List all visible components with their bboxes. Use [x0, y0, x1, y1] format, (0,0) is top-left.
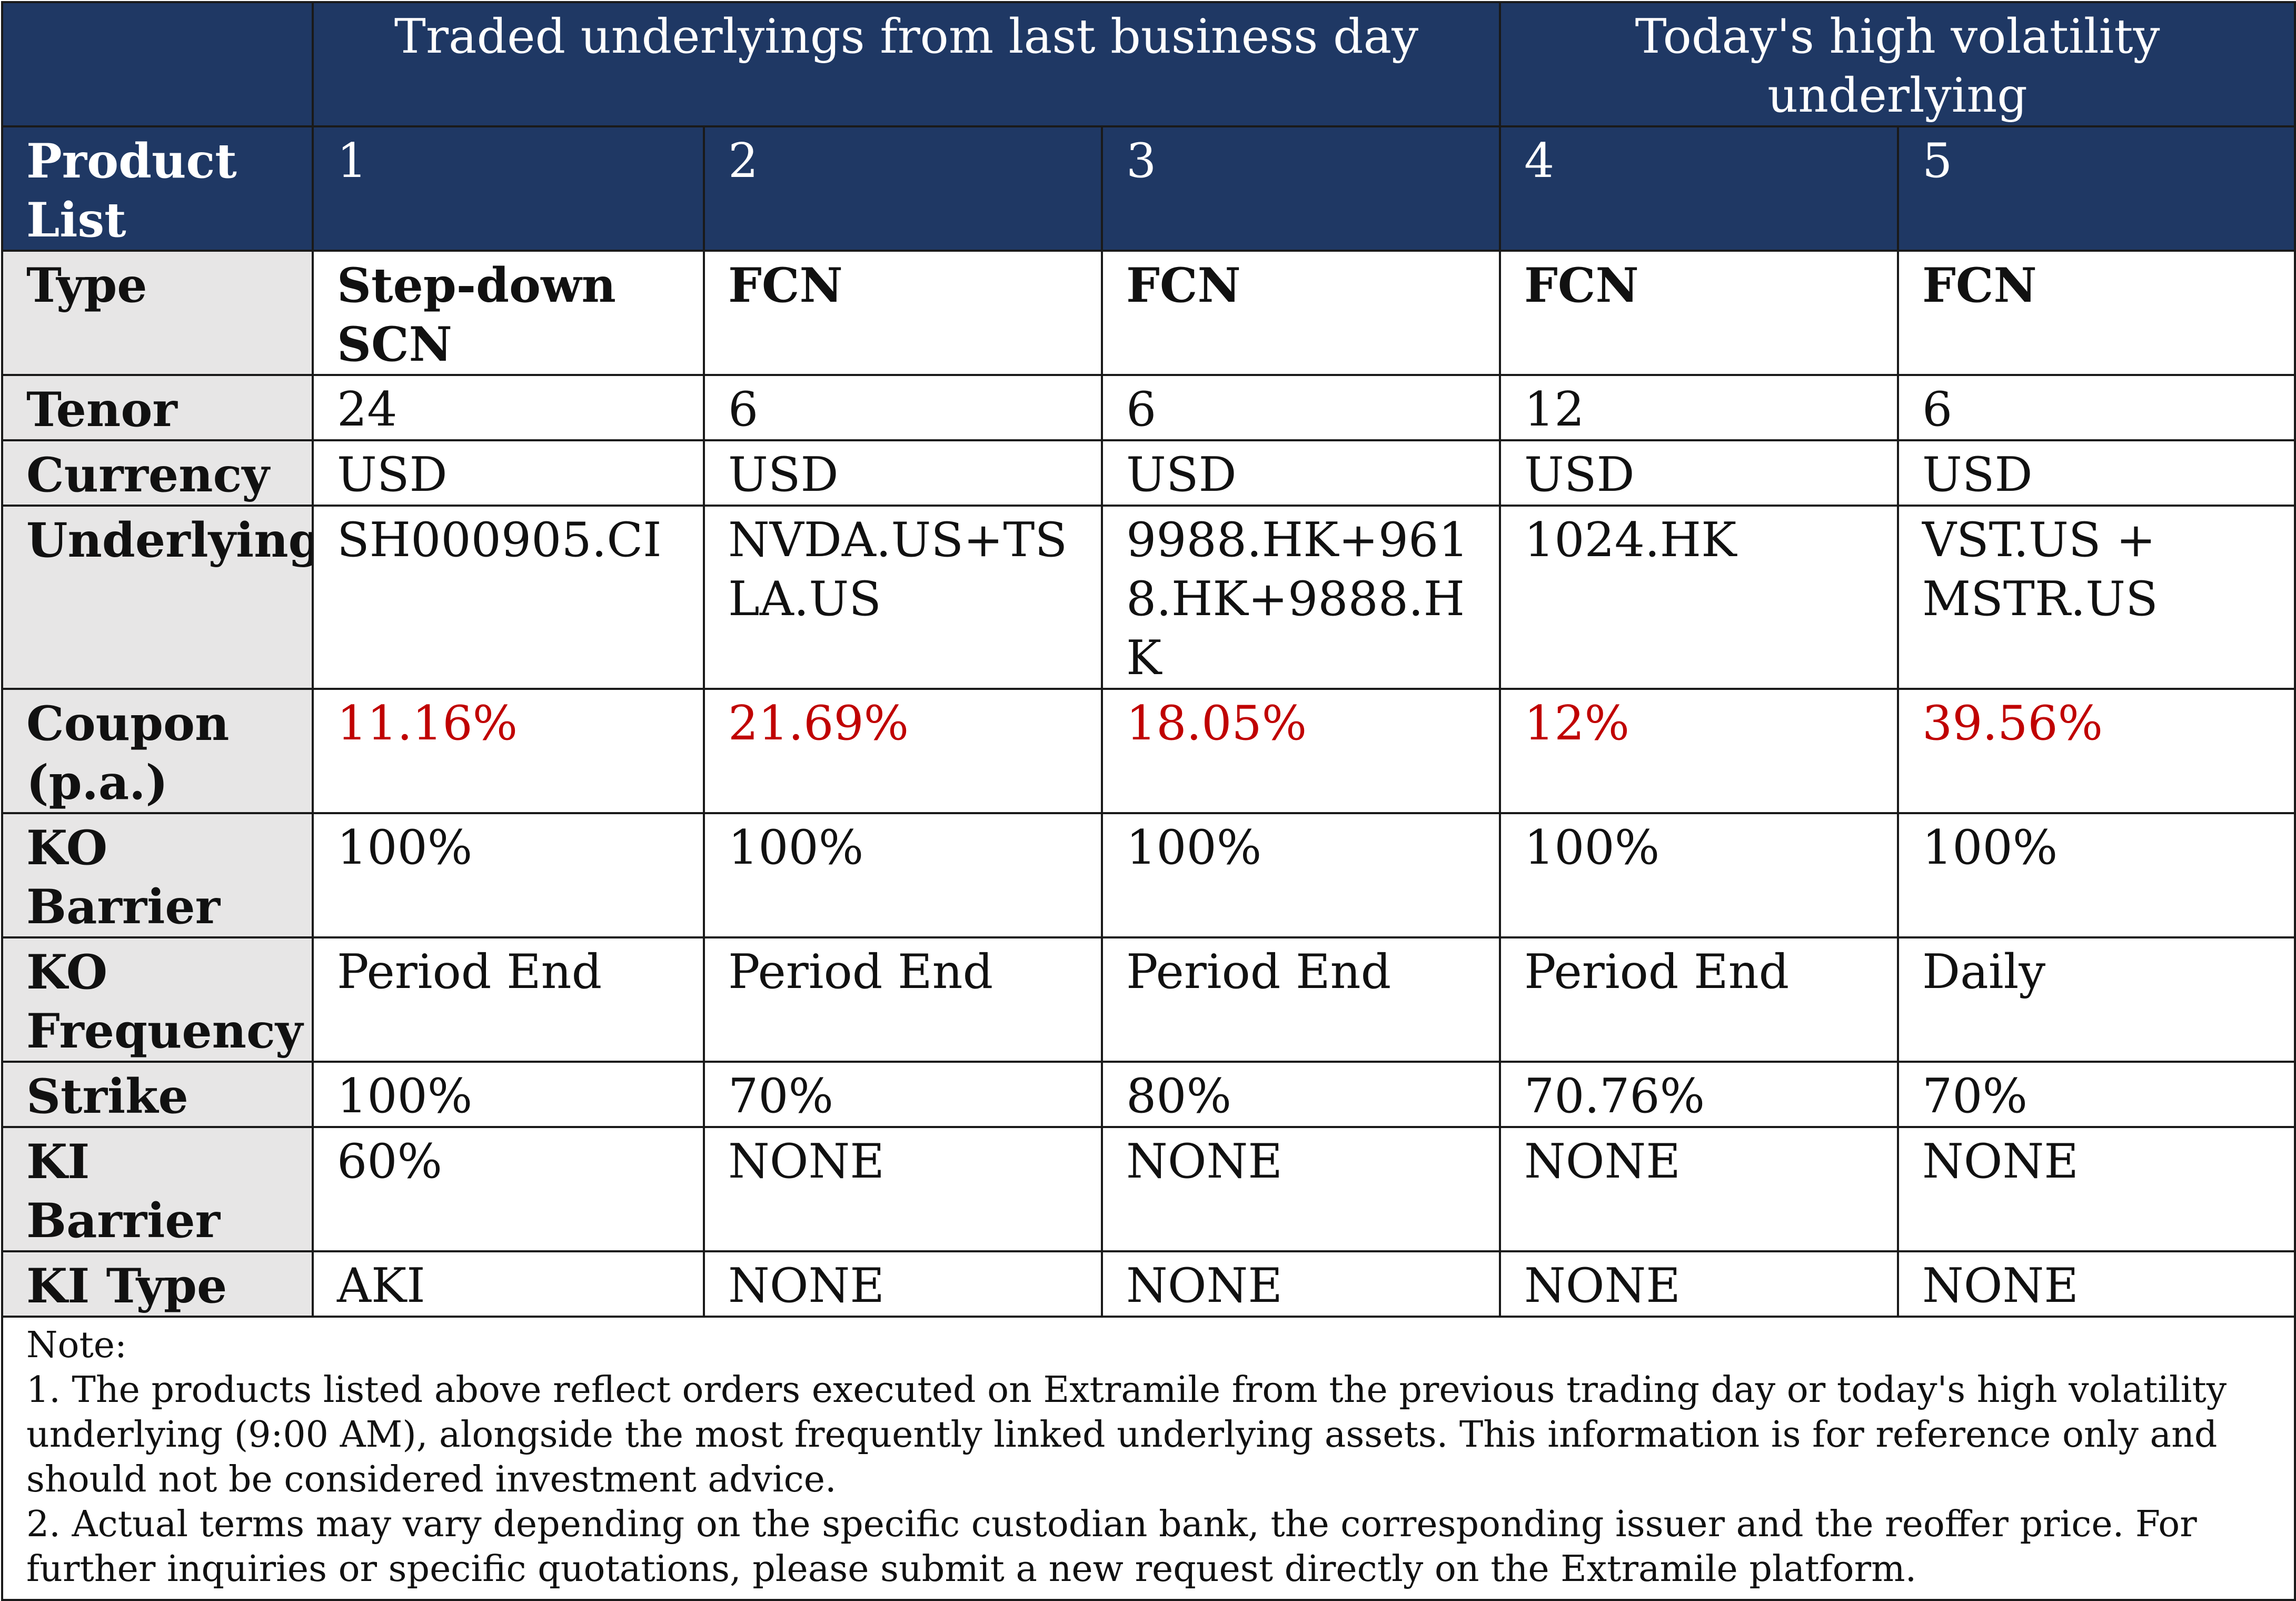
underlying-cell-1: SH000905.CI: [312, 505, 705, 690]
ko-frequency-cell-5: Daily: [1897, 936, 2296, 1063]
ko-frequency-cell-1: Period End: [312, 936, 705, 1063]
row-label-tenor: Tenor: [1, 374, 314, 441]
ki-type-cell-1: AKI: [312, 1250, 705, 1318]
ki-barrier-cell-1: 60%: [312, 1126, 705, 1252]
ki-type-cell-4: NONE: [1499, 1250, 1900, 1318]
coupon-cell-1: 11.16%: [312, 688, 705, 814]
currency-cell-2: USD: [703, 439, 1103, 507]
note-item-1: 1. The products listed above reflect ord…: [26, 1369, 2227, 1500]
tenor-cell-5: 6: [1897, 374, 2296, 441]
header-group-traded: Traded underlyings from last business da…: [311, 1, 1502, 127]
coupon-cell-2: 21.69%: [703, 688, 1103, 814]
tenor-cell-2: 6: [703, 374, 1103, 441]
row-label-ko-frequency: KO Frequency: [1, 936, 314, 1063]
strike-cell-1: 100%: [312, 1061, 705, 1128]
ko-barrier-cell-5: 100%: [1897, 812, 2296, 938]
ko-frequency-cell-3: Period End: [1100, 936, 1502, 1063]
row-ki-type: KI Type AKI NONE NONE NONE NONE: [1, 1250, 2296, 1318]
note-item-2: 2. Actual terms may vary depending on th…: [26, 1504, 2197, 1590]
ki-barrier-cell-4: NONE: [1499, 1126, 1900, 1252]
notes-row: Note: 1. The products listed above refle…: [1, 1316, 2296, 1601]
row-label-currency: Currency: [1, 439, 314, 507]
row-ko-barrier: KO Barrier 100% 100% 100% 100% 100%: [1, 812, 2296, 938]
strike-cell-4: 70.76%: [1499, 1061, 1900, 1128]
row-label-ki-type: KI Type: [1, 1250, 314, 1318]
notes-title: Note:: [26, 1325, 127, 1366]
currency-cell-3: USD: [1100, 439, 1502, 507]
row-label-coupon: Coupon (p.a.): [1, 688, 314, 814]
row-ko-frequency: KO Frequency Period End Period End Perio…: [1, 936, 2296, 1063]
product-number-3: 3: [1100, 125, 1502, 252]
underlying-cell-4: 1024.HK: [1499, 505, 1900, 690]
header-group-high-volatility: Today's high volatility underlying: [1499, 1, 2296, 127]
ki-barrier-cell-5: NONE: [1897, 1126, 2296, 1252]
product-number-4: 4: [1499, 125, 1900, 252]
underlying-cell-2: NVDA.US+TSLA.US: [703, 505, 1103, 690]
row-currency: Currency USD USD USD USD USD: [1, 439, 2296, 507]
row-label-ki-barrier: KI Barrier: [1, 1126, 314, 1252]
coupon-cell-4: 12%: [1499, 688, 1900, 814]
row-coupon: Coupon (p.a.) 11.16% 21.69% 18.05% 12% 3…: [1, 688, 2296, 814]
header-product-list-row: Product List 1 2 3 4 5: [1, 125, 2296, 252]
header-group-row: Traded underlyings from last business da…: [1, 1, 2296, 127]
tenor-cell-1: 24: [312, 374, 705, 441]
strike-cell-3: 80%: [1100, 1061, 1502, 1128]
ko-barrier-cell-1: 100%: [312, 812, 705, 938]
ko-barrier-cell-4: 100%: [1499, 812, 1900, 938]
type-cell-3: FCN: [1100, 250, 1502, 376]
strike-cell-2: 70%: [703, 1061, 1103, 1128]
ki-barrier-cell-3: NONE: [1100, 1126, 1502, 1252]
ki-type-cell-5: NONE: [1897, 1250, 2296, 1318]
row-label-strike: Strike: [1, 1061, 314, 1128]
product-number-5: 5: [1897, 125, 2296, 252]
row-ki-barrier: KI Barrier 60% NONE NONE NONE NONE: [1, 1126, 2296, 1252]
row-label-type: Type: [1, 250, 314, 376]
currency-cell-5: USD: [1897, 439, 2296, 507]
strike-cell-5: 70%: [1897, 1061, 2296, 1128]
type-cell-4: FCN: [1499, 250, 1900, 376]
notes-cell: Note: 1. The products listed above refle…: [1, 1316, 2296, 1601]
tenor-cell-4: 12: [1499, 374, 1900, 441]
row-underlying: Underlying SH000905.CI NVDA.US+TSLA.US 9…: [1, 505, 2296, 690]
row-strike: Strike 100% 70% 80% 70.76% 70%: [1, 1061, 2296, 1128]
type-cell-2: FCN: [703, 250, 1103, 376]
ko-barrier-cell-3: 100%: [1100, 812, 1502, 938]
coupon-cell-3: 18.05%: [1100, 688, 1502, 814]
product-list-label: Product List: [1, 125, 314, 252]
ko-frequency-cell-2: Period End: [703, 936, 1103, 1063]
type-cell-1: Step-down SCN: [312, 250, 705, 376]
ko-barrier-cell-2: 100%: [703, 812, 1103, 938]
coupon-cell-5: 39.56%: [1897, 688, 2296, 814]
currency-cell-4: USD: [1499, 439, 1900, 507]
type-cell-5: FCN: [1897, 250, 2296, 376]
ki-type-cell-2: NONE: [703, 1250, 1103, 1318]
row-tenor: Tenor 24 6 6 12 6: [1, 374, 2296, 441]
currency-cell-1: USD: [312, 439, 705, 507]
row-label-underlying: Underlying: [1, 505, 314, 690]
ki-barrier-cell-2: NONE: [703, 1126, 1103, 1252]
underlying-cell-5: VST.US + MSTR.US: [1897, 505, 2296, 690]
row-type: Type Step-down SCN FCN FCN FCN FCN: [1, 250, 2296, 376]
row-label-ko-barrier: KO Barrier: [1, 812, 314, 938]
product-number-1: 1: [312, 125, 705, 252]
underlying-cell-3: 9988.HK+9618.HK+9888.HK: [1100, 505, 1502, 690]
ko-frequency-cell-4: Period End: [1499, 936, 1900, 1063]
ki-type-cell-3: NONE: [1100, 1250, 1502, 1318]
tenor-cell-3: 6: [1100, 374, 1502, 441]
header-corner-cell: [1, 1, 314, 127]
product-number-2: 2: [703, 125, 1103, 252]
